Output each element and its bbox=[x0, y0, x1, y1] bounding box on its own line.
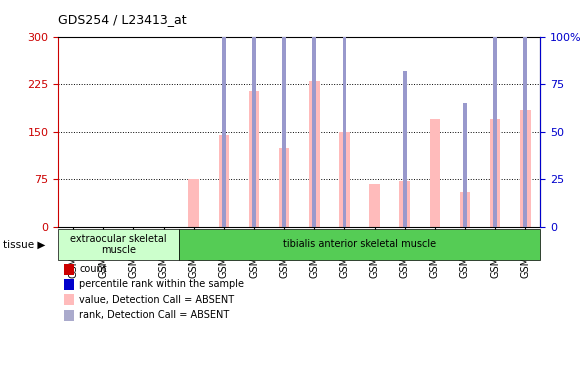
Bar bbox=[523, 0, 527, 227]
Bar bbox=[490, 119, 500, 227]
Text: GDS254 / L23413_at: GDS254 / L23413_at bbox=[58, 12, 187, 26]
Text: rank, Detection Call = ABSENT: rank, Detection Call = ABSENT bbox=[79, 310, 229, 320]
Bar bbox=[399, 181, 410, 227]
Bar bbox=[493, 0, 497, 227]
Text: tibialis anterior skeletal muscle: tibialis anterior skeletal muscle bbox=[283, 239, 436, 249]
Bar bbox=[188, 179, 199, 227]
Bar bbox=[279, 147, 289, 227]
Bar bbox=[370, 184, 380, 227]
Bar bbox=[463, 103, 467, 227]
Bar bbox=[339, 132, 350, 227]
Bar bbox=[429, 119, 440, 227]
Text: extraocular skeletal
muscle: extraocular skeletal muscle bbox=[70, 234, 167, 255]
Text: count: count bbox=[79, 264, 107, 274]
Bar bbox=[460, 192, 470, 227]
Bar bbox=[282, 0, 286, 227]
Bar bbox=[520, 109, 530, 227]
Text: tissue ▶: tissue ▶ bbox=[3, 239, 45, 249]
Bar bbox=[249, 90, 259, 227]
Bar bbox=[313, 0, 316, 227]
Bar bbox=[222, 0, 225, 227]
Text: percentile rank within the sample: percentile rank within the sample bbox=[79, 279, 244, 290]
Bar bbox=[343, 0, 346, 227]
Bar bbox=[403, 71, 407, 227]
Text: value, Detection Call = ABSENT: value, Detection Call = ABSENT bbox=[79, 295, 234, 305]
Bar bbox=[309, 81, 320, 227]
Bar bbox=[218, 135, 229, 227]
Bar bbox=[252, 0, 256, 227]
